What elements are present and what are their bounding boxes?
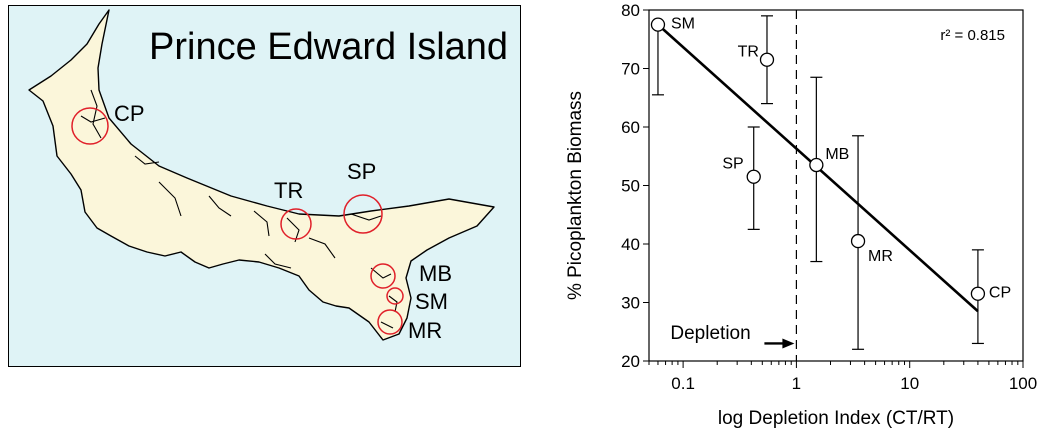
site-circle-cp — [71, 107, 109, 145]
data-point-tr — [759, 52, 775, 67]
site-circle-tr — [280, 208, 312, 240]
site-label-mr: MR — [408, 318, 443, 343]
data-point-mb — [809, 157, 824, 173]
site-label-sm: SM — [415, 289, 448, 314]
site-circle-sm — [386, 287, 404, 305]
point-label-mb: MB — [825, 146, 849, 163]
x-axis-label: log Depletion Index (CT/RT) — [718, 408, 954, 429]
site-circles — [71, 107, 404, 335]
map-title: Prince Edward Island — [149, 26, 509, 68]
threshold-label: Depletion — [670, 323, 750, 344]
x-tick-label: 0.1 — [671, 374, 695, 393]
x-tick-label: 1 — [792, 374, 801, 393]
data-point-mr — [850, 233, 866, 249]
x-tick-label: 10 — [900, 374, 919, 393]
y-tick-label: 60 — [621, 118, 640, 137]
site-label-tr: TR — [274, 178, 304, 203]
site-label-sp: SP — [347, 159, 377, 184]
y-tick-label: 70 — [621, 60, 640, 79]
x-tick-label: 100 — [1009, 374, 1037, 393]
y-axis-label: % Picoplankton Biomass — [565, 91, 586, 300]
site-circle-mr — [377, 309, 403, 335]
island-landmass — [28, 9, 495, 341]
y-tick-label: 20 — [621, 352, 640, 371]
pei-map — [28, 9, 495, 341]
r-squared-label: r² = 0.815 — [940, 27, 1005, 44]
point-label-tr: TR — [738, 44, 759, 61]
point-label-mr: MR — [868, 248, 893, 265]
site-label-cp: CP — [114, 101, 145, 126]
data-point-sm — [650, 17, 666, 32]
threshold-arrow-head — [782, 338, 795, 349]
data-point-sp — [746, 169, 761, 184]
y-tick-label: 80 — [621, 1, 640, 20]
y-tick-label: 40 — [621, 235, 640, 254]
site-circle-sp — [343, 194, 383, 234]
scatter-chart: 20 30 40 50 60 70 80 0.1 1 10 100 log Depletion Ind… — [565, 1, 1037, 429]
map-panel: Prince Edward Island CP TR SP MB SM MR — [8, 5, 521, 367]
point-label-sp: SP — [722, 156, 743, 173]
point-label-cp: CP — [989, 285, 1011, 302]
site-label-mb: MB — [419, 261, 452, 286]
y-tick-label: 30 — [621, 294, 640, 313]
point-label-sm: SM — [671, 16, 695, 33]
y-tick-label: 50 — [621, 177, 640, 196]
data-point-cp — [970, 286, 986, 301]
rivers — [80, 89, 398, 329]
site-circle-mb — [370, 263, 396, 289]
